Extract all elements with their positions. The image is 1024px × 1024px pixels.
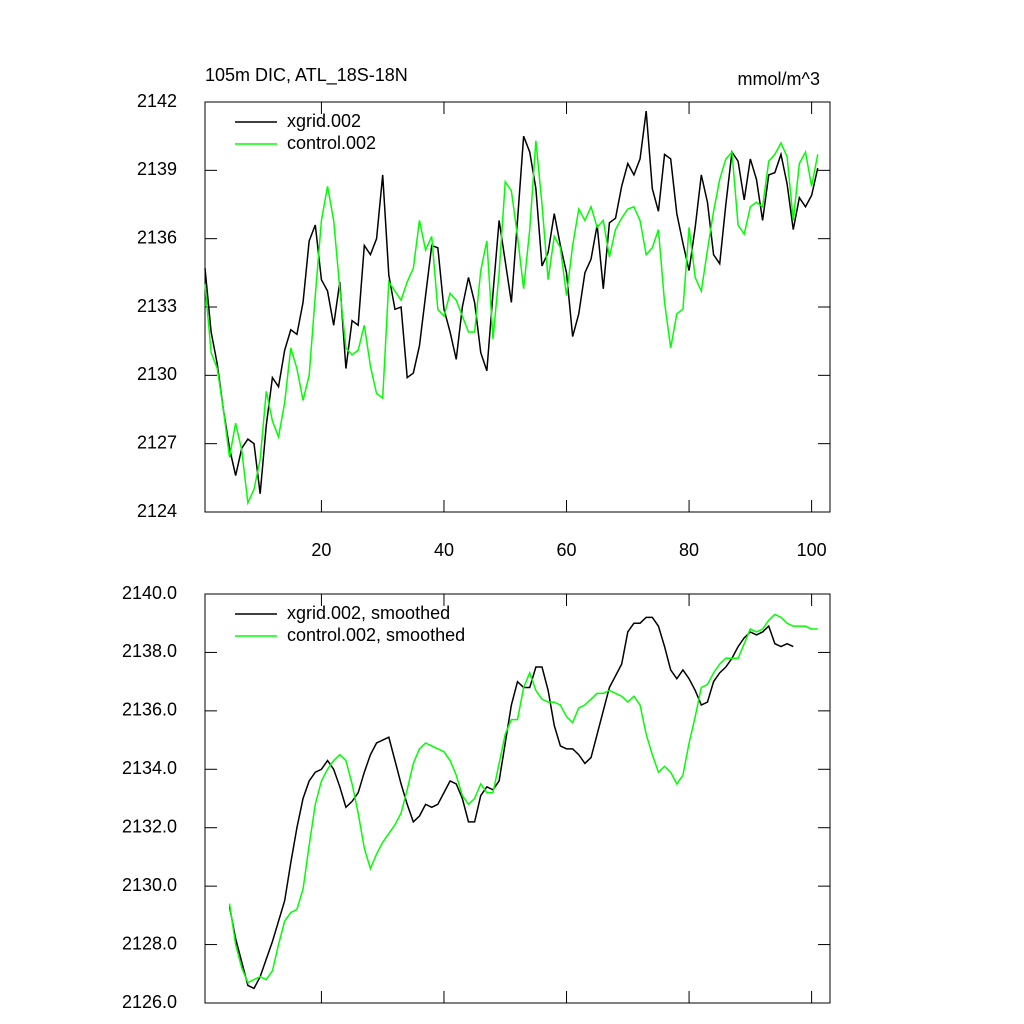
y-tick-label: 2132.0	[122, 816, 177, 836]
legend-label: control.002, smoothed	[287, 625, 465, 645]
x-tick-label: 100	[797, 540, 827, 560]
plot-frame	[204, 593, 831, 1004]
y-tick-label: 2139	[137, 159, 177, 179]
data-line	[228, 613, 818, 984]
y-tick-label: 2130	[137, 364, 177, 384]
legend-label: control.002	[287, 133, 376, 153]
data-line	[204, 111, 819, 494]
chart-title: 105m DIC, ATL_18S-18N	[205, 65, 408, 86]
legend-label: xgrid.002	[287, 111, 361, 131]
units-label: mmol/m^3	[738, 69, 820, 89]
y-tick-label: 2134.0	[122, 758, 177, 778]
y-tick-label: 2140.0	[122, 583, 177, 603]
legend-label: xgrid.002, smoothed	[287, 603, 450, 623]
y-tick-label: 2126.0	[122, 992, 177, 1012]
x-tick-label: 60	[557, 540, 577, 560]
y-tick-label: 2127	[137, 432, 177, 452]
data-line	[204, 140, 819, 506]
y-tick-label: 2136	[137, 227, 177, 247]
x-tick-label: 40	[434, 540, 454, 560]
y-tick-label: 2133	[137, 296, 177, 316]
y-tick-label: 2130.0	[122, 875, 177, 895]
plot-frame	[204, 101, 831, 513]
data-line	[228, 616, 794, 990]
x-tick-label: 20	[311, 540, 331, 560]
x-tick-label: 80	[679, 540, 699, 560]
y-tick-label: 2136.0	[122, 700, 177, 720]
y-tick-label: 2124	[137, 501, 177, 521]
y-tick-label: 2142	[137, 91, 177, 111]
y-tick-label: 2138.0	[122, 641, 177, 661]
y-tick-label: 2128.0	[122, 933, 177, 953]
